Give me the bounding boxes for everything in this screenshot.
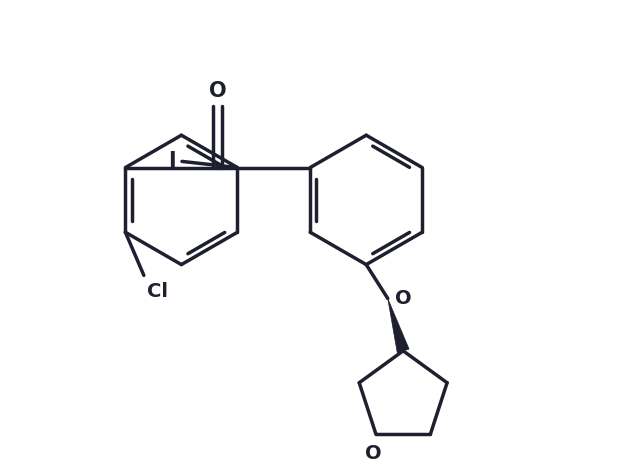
Text: I: I (168, 151, 176, 172)
Text: O: O (365, 444, 381, 462)
Text: O: O (395, 289, 412, 308)
Text: O: O (209, 81, 227, 101)
Text: Cl: Cl (147, 282, 168, 300)
Polygon shape (388, 298, 409, 352)
